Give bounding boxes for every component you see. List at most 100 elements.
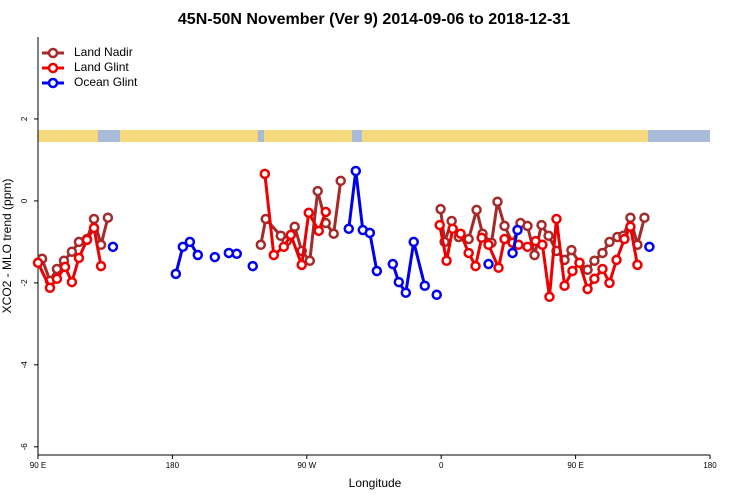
data-point [44,282,56,294]
data-point [81,234,93,246]
y-tick-label: 2 [20,116,29,121]
data-point [431,289,442,301]
data-point [567,265,578,277]
data-point [231,248,243,260]
data-point [304,255,316,267]
data-point [51,273,63,285]
data-point [320,206,332,218]
data-point [371,265,383,277]
y-tick-label: -6 [20,443,29,451]
data-point [296,259,307,271]
data-point [604,277,615,289]
data-point [625,212,636,223]
data-point [88,222,100,234]
data-point [537,239,548,251]
data-point [247,260,258,272]
data-point [177,241,189,253]
data-point [107,241,119,253]
data-point [574,257,585,269]
data-point [434,219,445,231]
data-point [66,276,78,288]
data-point [471,204,482,216]
data-point [400,287,412,298]
data-point [529,249,540,261]
data-point [328,228,339,239]
data-point [102,212,114,223]
data-point [419,280,431,292]
y-axis-label: XCO2 - MLO trend (ppm) [0,179,14,314]
chart-title: 45N-50N November (Ver 9) 2014-09-06 to 2… [178,11,570,28]
data-point [483,239,494,251]
data-point [364,227,376,239]
data-point [644,241,655,253]
series-line [176,171,650,293]
y-tick-label: -2 [20,279,29,287]
data-point [303,207,314,219]
data-point [170,268,182,280]
data-point [499,233,510,245]
x-axis-label: Longitude [349,476,402,490]
data-point [589,255,600,267]
data-point [441,255,452,267]
data-point [73,236,85,248]
data-point [566,244,577,256]
data-point [408,236,419,248]
data-point [455,228,466,239]
data-point [335,175,346,187]
data-point [289,221,300,232]
y-tick-label: -4 [20,361,29,369]
data-point [619,233,630,245]
data-point [350,165,362,177]
data-point [470,260,481,272]
x-tick-label: 0 [439,461,444,470]
data-point [522,241,533,253]
data-point [512,224,523,236]
data-point [476,232,487,244]
data-point [507,247,518,259]
data-point [551,213,562,225]
data-point [73,252,85,264]
data-point [278,241,290,253]
y-tick-label: 0 [20,198,29,203]
data-point [463,233,474,245]
legend-marker [47,62,59,74]
data-point [611,254,622,266]
data-point [559,280,570,292]
data-point [393,276,405,288]
data-point [483,258,494,270]
data-point [544,291,555,303]
legend-marker [47,47,59,59]
data-point [513,239,524,251]
data-point [582,283,593,295]
data-point [255,239,267,251]
x-tick-label: 90 E [567,461,583,470]
data-point [522,220,533,232]
data-point [597,263,608,275]
data-point [499,220,510,232]
legend-label: Ocean Glint [74,75,138,89]
data-point [312,185,323,197]
data-point [632,259,643,271]
legend-label: Land Nadir [74,45,133,59]
data-point [493,262,504,273]
data-point [209,251,221,263]
data-point [604,236,615,248]
data-point [447,223,458,235]
data-point [268,249,280,261]
data-point [59,261,71,273]
data-point [32,257,44,269]
data-point [184,236,196,248]
x-tick-label: 90 E [30,461,46,470]
data-point [387,258,399,270]
legend-marker [47,77,59,89]
x-tick-label: 180 [166,461,180,470]
legend-label: Land Glint [74,60,129,74]
data-point [582,264,593,276]
data-point [313,225,324,237]
data-point [95,260,107,272]
data-point [192,249,204,261]
x-tick-label: 180 [703,461,717,470]
data-point [285,229,297,241]
data-point [435,203,446,215]
